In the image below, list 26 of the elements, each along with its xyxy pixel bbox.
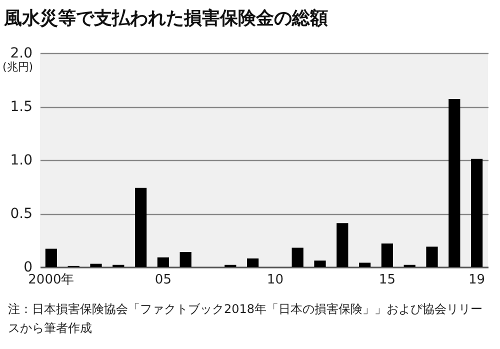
chart-title: 風水災等で支払われた損害保険金の総額 [4,7,328,30]
y-tick-label: 0.5 [10,206,32,222]
bar [292,248,304,267]
bar [157,257,170,267]
bar [90,264,102,267]
bar [336,223,348,267]
y-tick-label: 2.0 [10,46,32,62]
x-tick-label: 10 [266,272,284,288]
text: 注：日本損害保険協会「ファクトブック2018年「日本の損害保険」」および協会リリースから筆者作成 [8,301,484,337]
bar [381,243,394,267]
bar [246,258,259,267]
y-tick-label: 1.0 [10,152,32,168]
x-tick-label: 2000年 [28,272,74,288]
bar [358,262,371,267]
y-tick-label: 1.5 [10,99,32,115]
bar [470,158,483,267]
bar [314,260,326,267]
bar [45,248,58,267]
bar [134,188,147,267]
x-tick-label: 05 [154,272,172,288]
bar [448,99,460,267]
bar [180,252,192,267]
bar [426,246,438,267]
x-tick-label: 15 [378,272,396,288]
y-axis-title: (兆円) [2,60,34,74]
x-tick-label: 19 [468,272,486,288]
